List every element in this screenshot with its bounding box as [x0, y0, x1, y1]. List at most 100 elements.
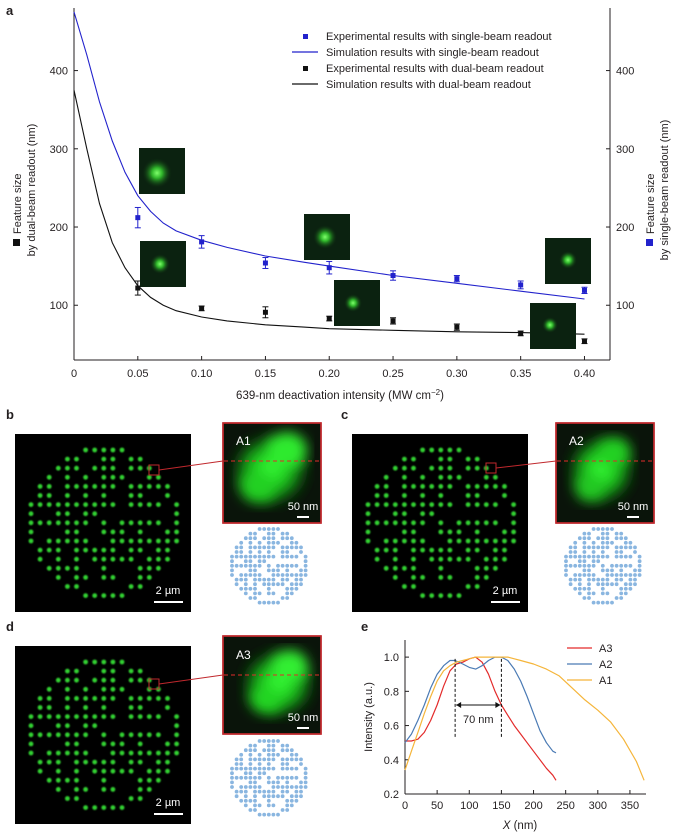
e-x-tick-label: 300: [589, 800, 607, 812]
psf-inset-3: [304, 214, 350, 260]
series-line-1: [73, 11, 585, 300]
pattern-dots-b: [28, 447, 180, 598]
panel-label-d: d: [6, 619, 14, 634]
chart-a-xlabel: 639-nm deactivation intensity (MW cm−2): [236, 388, 444, 402]
legend-label-a1: A1: [599, 675, 612, 687]
x-tick-label: 0.25: [382, 368, 403, 380]
chart-a-points: [134, 206, 588, 345]
pattern-dots-c: [365, 447, 516, 598]
legend-label-sim-single: Simulation results with single-beam read…: [326, 47, 539, 59]
data-point: [453, 275, 460, 283]
y-tick-label-left: 300: [50, 144, 68, 156]
chart-a: 0 0.05 0.10 0.15 0.20 0.25 0.30 0.35 0.40 100 100 2…: [12, 8, 671, 402]
dot-pattern-c: [564, 527, 642, 605]
e-x-tick-label: 100: [460, 800, 478, 812]
legend-marker-black-point: [303, 66, 308, 71]
chart-a-ylabel-right: Feature size by single-beam readout (nm): [645, 120, 671, 261]
svg-text:by dual-beam readout (nm): by dual-beam readout (nm): [26, 124, 38, 257]
e-series-line-A2: [404, 656, 557, 754]
chart-e: 0 50 100 150 200 250 300 350 0.2 0.4 0.6 0.8 1.0 70 …: [363, 640, 646, 832]
chart-e-annotation: 70 nm: [454, 658, 502, 738]
roi-connector-c: [495, 460, 557, 469]
scale-label-d: 2 µm: [156, 797, 181, 809]
legend-marker-blue-point: [303, 34, 308, 39]
e-x-tick-label: 150: [492, 800, 510, 812]
e-anno-arrowhead-right: [495, 702, 501, 709]
e-x-tick-label: 350: [621, 800, 639, 812]
x-tick-label: 0: [71, 368, 77, 380]
svg-text:by single-beam readout (nm): by single-beam readout (nm): [659, 120, 671, 261]
data-point: [390, 317, 397, 325]
panel-label-c: c: [341, 407, 348, 422]
x-tick-label: 0.30: [446, 368, 467, 380]
x-tick-label: 0.05: [127, 368, 148, 380]
zoom-scale-label-a1: 50 nm: [288, 501, 319, 513]
zoom-label-a1: A1: [236, 434, 251, 448]
chart-e-ylabel: Intensity (a.u.): [363, 682, 375, 752]
chart-e-lines: [404, 656, 645, 781]
data-point: [517, 280, 524, 290]
data-point: [326, 260, 333, 275]
x-tick-label: 0.20: [319, 368, 340, 380]
psf-inset-2: [140, 241, 186, 287]
x-tick-label: 0.15: [255, 368, 276, 380]
e-anno-label: 70 nm: [463, 714, 494, 726]
panel-d: 2 µm A3 50 nm: [15, 635, 322, 824]
chart-e-xlabel: X (nm): [502, 820, 538, 832]
data-point: [581, 338, 588, 345]
e-anno-arrowhead-left: [456, 702, 462, 709]
panel-c: 2 µm A2 50 nm: [352, 422, 655, 612]
y-tick-label-right: 100: [616, 300, 634, 312]
chart-e-legend: A3 A2 A1: [567, 643, 612, 687]
panel-label-e: e: [361, 619, 368, 634]
e-y-tick-label: 0.6: [384, 721, 399, 733]
e-y-tick-label: 0.8: [384, 686, 399, 698]
data-point: [517, 330, 524, 337]
scale-label-b: 2 µm: [156, 585, 181, 597]
data-point: [390, 270, 397, 281]
legend-label-exp-dual: Experimental results with dual-beam read…: [326, 63, 544, 75]
zoom-scale-label-a3: 50 nm: [288, 712, 319, 724]
svg-text:Feature size: Feature size: [645, 173, 657, 234]
panel-b: 2 µm A1 50 nm: [15, 422, 322, 612]
chart-a-ylabel-left: Feature size by dual-beam readout (nm): [12, 124, 38, 257]
data-point: [326, 315, 333, 322]
chart-a-ticks: 0 0.05 0.10 0.15 0.20 0.25 0.30 0.35 0.40 100 100 2…: [50, 66, 635, 380]
data-point: [198, 235, 205, 249]
x-tick-label: 0.40: [574, 368, 595, 380]
e-series-line-A1: [404, 656, 645, 781]
x-tick-label: 0.35: [510, 368, 531, 380]
zoom-label-a3: A3: [236, 648, 251, 662]
data-point: [198, 305, 205, 312]
pattern-dots-d: [28, 659, 180, 810]
e-x-tick-label: 50: [431, 800, 443, 812]
chart-a-lines: [73, 11, 585, 335]
data-point: [262, 306, 269, 319]
data-point: [134, 206, 141, 229]
data-point: [581, 286, 588, 295]
data-point: [134, 280, 141, 296]
x-tick-label: 0.10: [191, 368, 212, 380]
y-tick-label-left: 100: [50, 300, 68, 312]
y-tick-label-right: 400: [616, 66, 634, 78]
roi-connector-d: [158, 674, 224, 685]
e-x-tick-label: 200: [524, 800, 542, 812]
legend-label-sim-dual: Simulation results with dual-beam readou…: [326, 79, 531, 91]
e-y-tick-label: 0.4: [384, 755, 399, 767]
psf-inset-5: [545, 238, 591, 284]
scale-label-c: 2 µm: [493, 585, 518, 597]
e-x-tick-label: 250: [556, 800, 574, 812]
data-point: [453, 323, 460, 331]
dot-pattern-d: [230, 739, 308, 817]
y-tick-label-left: 400: [50, 66, 68, 78]
psf-inset-1: [139, 148, 185, 194]
zoom-scale-label-a2: 50 nm: [618, 501, 649, 513]
legend-label-a2: A2: [599, 659, 612, 671]
legend-label-exp-single: Experimental results with single-beam re…: [326, 31, 552, 43]
dot-pattern-b: [230, 527, 308, 605]
zoom-label-a2: A2: [569, 434, 584, 448]
panel-label-b: b: [6, 407, 14, 422]
y-tick-label-right: 300: [616, 144, 634, 156]
e-y-tick-label: 1.0: [384, 652, 399, 664]
